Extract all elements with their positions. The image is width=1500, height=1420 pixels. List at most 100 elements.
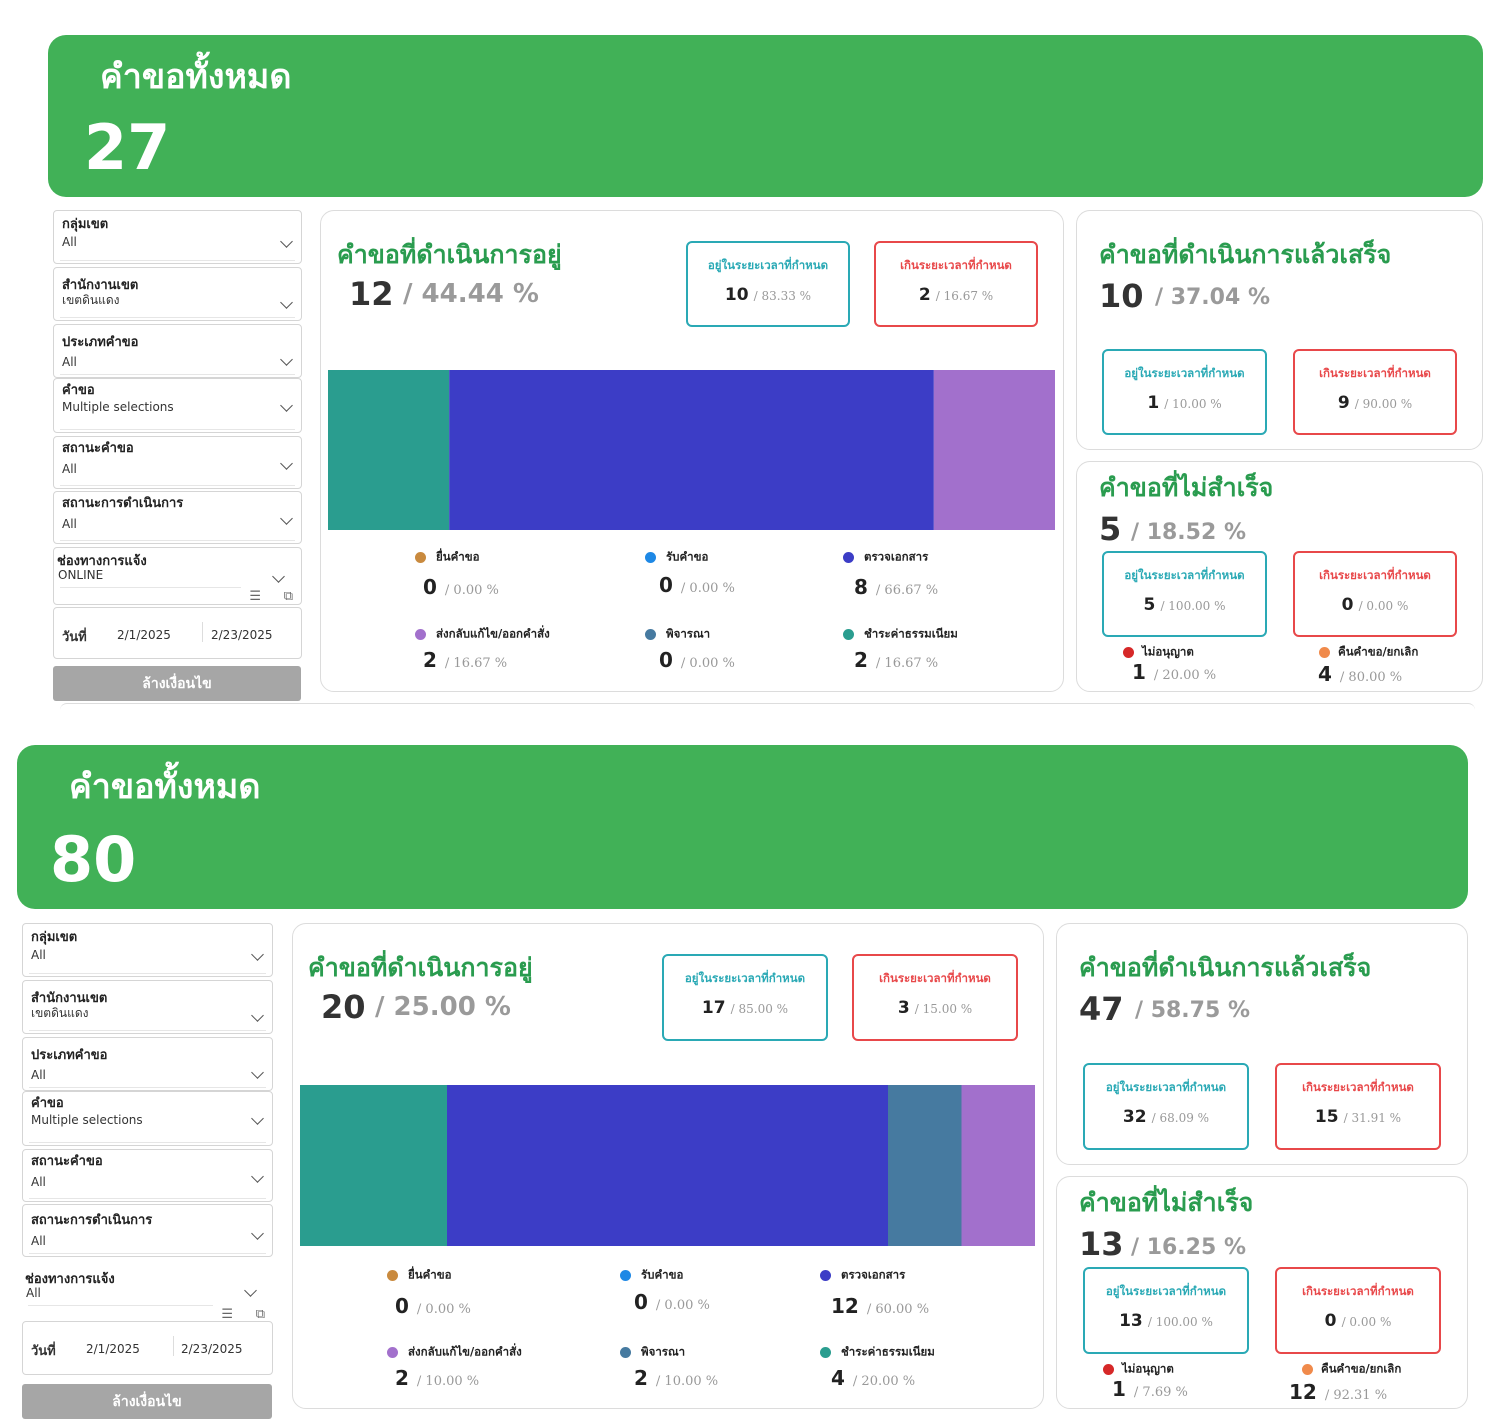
- filter-district-office[interactable]: สำนักงานเขต เขตดินแดง: [53, 267, 302, 321]
- failed-count: 5: [1099, 510, 1122, 548]
- chevron-down-icon: [251, 1112, 264, 1125]
- date-to-input[interactable]: 2/23/2025: [181, 1342, 243, 1356]
- legend-dot: [843, 552, 854, 563]
- legend-fee: ชำระค่าธรรมเนียม: [820, 1342, 935, 1362]
- total-count: 27: [84, 111, 171, 184]
- stage-stacked-bar: [328, 370, 1055, 530]
- filter-channel[interactable]: ช่องทางการแจ้ง All ☰ ⧉: [22, 1266, 273, 1322]
- filter-request-type[interactable]: ประเภทคำขอ All: [53, 324, 302, 378]
- done-card: คำขอที่ดำเนินการแล้วเสร็จ 10 / 37.04 % อ…: [1076, 210, 1483, 450]
- filter-request[interactable]: คำขอ Multiple selections: [22, 1091, 273, 1146]
- value-not-allowed: 1/ 20.00 %: [1132, 660, 1217, 684]
- expand-icon[interactable]: ⧉: [255, 1307, 265, 1322]
- bar-segment[interactable]: [933, 370, 1055, 530]
- stage-stacked-bar: [300, 1085, 1035, 1246]
- filter-request[interactable]: คำขอ Multiple selections: [53, 378, 302, 433]
- bar-segment[interactable]: [447, 1085, 888, 1246]
- in-progress-count: 12: [349, 275, 394, 313]
- in-progress-over-box: เกินระยะเวลาที่กำหนด 2 / 16.67 %: [874, 241, 1038, 327]
- legend-dot: [1123, 647, 1134, 658]
- in-progress-title: คำขอที่ดำเนินการอยู่: [308, 953, 533, 982]
- value-consider: 0/ 0.00 %: [659, 648, 735, 672]
- date-from-input[interactable]: 2/1/2025: [86, 1342, 140, 1356]
- value-fee: 4/ 20.00 %: [831, 1366, 916, 1390]
- value-consider: 2/ 10.00 %: [634, 1366, 719, 1390]
- dashboard-1: คำขอทั้งหมด 27 กลุ่มเขต All สำนักงานเขต …: [48, 35, 1483, 710]
- in-progress-within-box: อยู่ในระยะเวลาที่กำหนด 10 / 83.33 %: [686, 241, 850, 327]
- expand-icon[interactable]: ⧉: [283, 589, 293, 604]
- in-progress-within-box: อยู่ในระยะเวลาที่กำหนด 17 / 85.00 %: [662, 954, 828, 1041]
- date-range: วันที่ 2/1/2025 2/23/2025: [53, 607, 302, 659]
- legend-not-allowed: ไม่อนุญาต: [1103, 1359, 1174, 1379]
- total-count: 80: [50, 823, 137, 896]
- failed-within-box: อยู่ในระยะเวลาที่กำหนด 5 / 100.00 %: [1102, 551, 1267, 637]
- legend-dot: [387, 1347, 398, 1358]
- filter-request-type[interactable]: ประเภทคำขอ All: [22, 1037, 273, 1091]
- bar-segment[interactable]: [328, 370, 450, 530]
- legend-return: ส่งกลับแก้ไข/ออกคำสั่ง: [387, 1342, 522, 1362]
- total-title: คำขอทั้งหมด: [69, 767, 261, 807]
- filter-zone-group[interactable]: กลุ่มเขต All: [53, 210, 302, 264]
- chevron-down-icon: [244, 1284, 257, 1297]
- filter-channel[interactable]: ช่องทางการแจ้ง ONLINE ☰ ⧉: [53, 547, 302, 605]
- total-banner: คำขอทั้งหมด 27: [48, 35, 1483, 197]
- done-count: 47: [1079, 990, 1124, 1028]
- failed-pct: / 16.25 %: [1131, 1235, 1246, 1260]
- done-count: 10: [1099, 277, 1144, 315]
- filter-zone-group[interactable]: กลุ่มเขต All: [22, 923, 273, 977]
- legend-returned: คืนคำขอ/ยกเลิก: [1319, 642, 1418, 662]
- filter-icon[interactable]: ☰: [221, 1307, 233, 1322]
- chevron-down-icon: [251, 1227, 264, 1240]
- failed-count: 13: [1079, 1225, 1124, 1263]
- done-within-box: อยู่ในระยะเวลาที่กำหนด 32 / 68.09 %: [1083, 1063, 1249, 1150]
- legend-submit: ยื่นคำขอ: [415, 547, 480, 567]
- failed-card: คำขอที่ไม่สำเร็จ 13 / 16.25 % อยู่ในระยะ…: [1056, 1176, 1468, 1409]
- value-receive: 0/ 0.00 %: [634, 1290, 710, 1314]
- legend-consider: พิจารณา: [645, 624, 710, 644]
- date-to-input[interactable]: 2/23/2025: [211, 628, 273, 642]
- value-not-allowed: 1/ 7.69 %: [1112, 1377, 1188, 1401]
- legend-submit: ยื่นคำขอ: [387, 1265, 452, 1285]
- failed-card: คำขอที่ไม่สำเร็จ 5 / 18.52 % อยู่ในระยะเ…: [1076, 461, 1483, 692]
- filter-request-status[interactable]: สถานะคำขอ All: [53, 436, 302, 489]
- value-returned: 4/ 80.00 %: [1318, 662, 1403, 686]
- failed-title: คำขอที่ไม่สำเร็จ: [1079, 1188, 1254, 1217]
- filter-request-status[interactable]: สถานะคำขอ All: [22, 1149, 273, 1202]
- bar-segment[interactable]: [449, 370, 934, 530]
- legend-receive: รับคำขอ: [620, 1265, 683, 1285]
- legend-consider: พิจารณา: [620, 1342, 685, 1362]
- divider: [60, 703, 1475, 710]
- bar-segment[interactable]: [300, 1085, 447, 1246]
- filter-icon[interactable]: ☰: [249, 589, 261, 604]
- date-from-input[interactable]: 2/1/2025: [117, 628, 171, 642]
- bar-segment[interactable]: [888, 1085, 962, 1246]
- filter-process-status[interactable]: สถานะการดำเนินการ All: [22, 1204, 273, 1257]
- value-check-docs: 12/ 60.00 %: [831, 1294, 930, 1318]
- done-pct: / 37.04 %: [1155, 285, 1270, 310]
- clear-filters-button[interactable]: ล้างเงื่อนไข: [53, 666, 301, 701]
- legend-dot: [387, 1270, 398, 1281]
- date-range: วันที่ 2/1/2025 2/23/2025: [22, 1321, 273, 1375]
- filter-district-office[interactable]: สำนักงานเขต เขตดินแดง: [22, 980, 273, 1034]
- value-check-docs: 8/ 66.67 %: [854, 575, 939, 599]
- legend-dot: [1103, 1364, 1114, 1375]
- legend-receive: รับคำขอ: [645, 547, 708, 567]
- clear-filters-button[interactable]: ล้างเงื่อนไข: [22, 1384, 272, 1419]
- failed-over-box: เกินระยะเวลาที่กำหนด 0 / 0.00 %: [1293, 551, 1457, 637]
- chevron-down-icon: [251, 948, 264, 961]
- value-receive: 0/ 0.00 %: [659, 573, 735, 597]
- legend-dot: [843, 629, 854, 640]
- value-return: 2/ 16.67 %: [423, 648, 508, 672]
- legend-dot: [645, 629, 656, 640]
- legend-dot: [620, 1270, 631, 1281]
- in-progress-card: คำขอที่ดำเนินการอยู่ 12 / 44.44 % อยู่ใน…: [320, 210, 1064, 692]
- bar-segment[interactable]: [961, 1085, 1036, 1246]
- value-return: 2/ 10.00 %: [395, 1366, 480, 1390]
- legend-dot: [415, 629, 426, 640]
- in-progress-count: 20: [321, 988, 366, 1026]
- chevron-down-icon: [251, 1066, 264, 1079]
- done-over-box: เกินระยะเวลาที่กำหนด 9 / 90.00 %: [1293, 349, 1457, 435]
- legend-dot: [415, 552, 426, 563]
- filter-process-status[interactable]: สถานะการดำเนินการ All: [53, 491, 302, 544]
- failed-pct: / 18.52 %: [1131, 520, 1246, 545]
